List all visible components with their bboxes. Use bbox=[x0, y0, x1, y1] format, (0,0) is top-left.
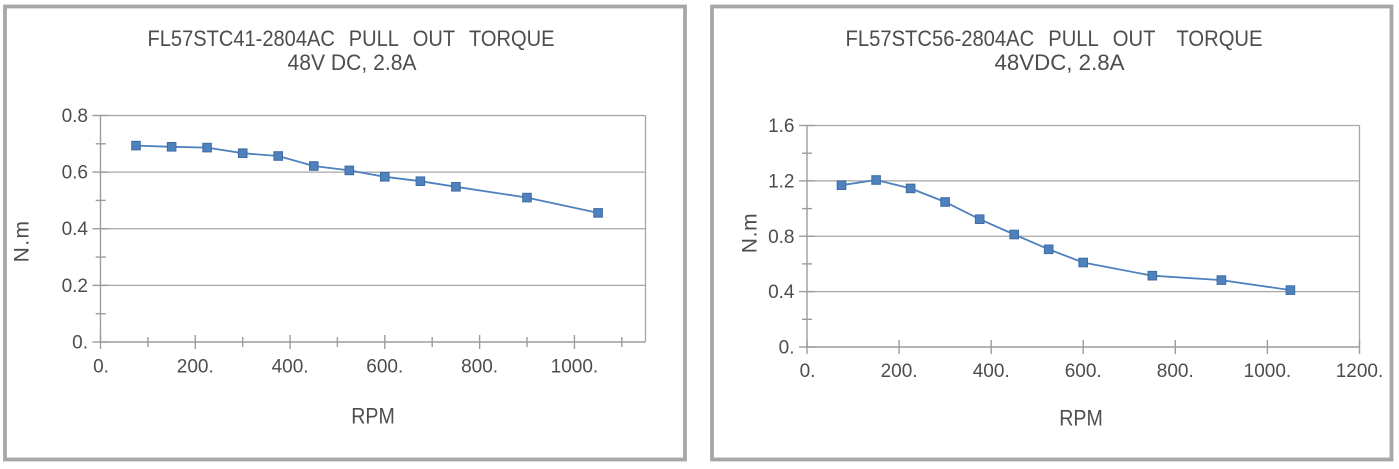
svg-text:1000.: 1000. bbox=[551, 357, 599, 378]
svg-text:RPM: RPM bbox=[1059, 406, 1103, 431]
svg-text:N.m: N.m bbox=[739, 213, 762, 254]
svg-text:600.: 600. bbox=[1065, 361, 1102, 382]
svg-text:RPM: RPM bbox=[351, 404, 395, 429]
svg-text:0.4: 0.4 bbox=[768, 282, 795, 303]
svg-text:0.8: 0.8 bbox=[768, 227, 794, 248]
svg-text:0.8: 0.8 bbox=[62, 106, 88, 127]
svg-text:1200.: 1200. bbox=[1336, 361, 1384, 382]
svg-text:0.6: 0.6 bbox=[62, 163, 88, 184]
svg-text:FL57STC41-2804AC PULL OUT T: FL57STC41-2804AC PULL OUT TORQUE bbox=[148, 26, 555, 51]
svg-text:N.m: N.m bbox=[11, 220, 34, 263]
svg-text:1.6: 1.6 bbox=[768, 116, 794, 137]
svg-text:1.2: 1.2 bbox=[768, 171, 794, 192]
svg-text:200.: 200. bbox=[177, 357, 214, 378]
svg-text:FL57STC56-2804AC PULL OUT: FL57STC56-2804AC PULL OUT TORQUE bbox=[846, 26, 1263, 51]
svg-text:48V DC, 2.8A: 48V DC, 2.8A bbox=[288, 50, 417, 75]
svg-text:0.4: 0.4 bbox=[62, 219, 89, 240]
svg-text:0.2: 0.2 bbox=[62, 276, 88, 297]
svg-text:0.: 0. bbox=[93, 357, 109, 378]
svg-text:600.: 600. bbox=[366, 357, 403, 378]
svg-text:1000.: 1000. bbox=[1244, 361, 1292, 382]
svg-text:0.: 0. bbox=[72, 333, 88, 354]
svg-text:800.: 800. bbox=[461, 357, 498, 378]
svg-text:400.: 400. bbox=[973, 361, 1010, 382]
svg-text:800.: 800. bbox=[1157, 361, 1194, 382]
svg-text:0.: 0. bbox=[800, 361, 816, 382]
svg-text:0.: 0. bbox=[779, 338, 795, 359]
svg-text:400.: 400. bbox=[272, 357, 309, 378]
svg-text:200.: 200. bbox=[881, 361, 918, 382]
svg-text:48VDC, 2.8A: 48VDC, 2.8A bbox=[995, 50, 1125, 75]
